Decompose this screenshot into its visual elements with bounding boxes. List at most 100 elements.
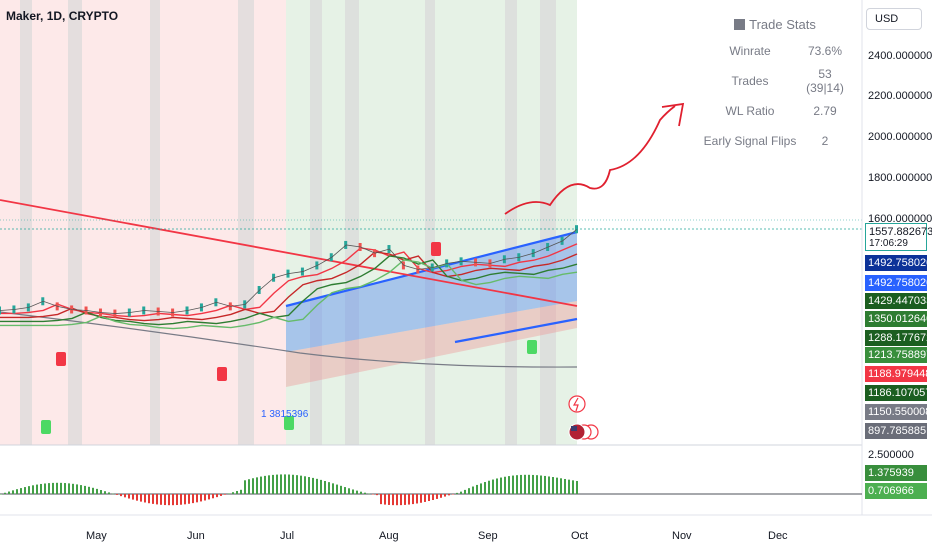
buy-signal-marker — [284, 416, 294, 430]
oscillator-bar — [460, 491, 462, 494]
oscillator-bar — [536, 475, 538, 494]
oscillator-bar — [100, 490, 102, 494]
oscillator-bar — [384, 494, 386, 505]
oscillator-bar — [480, 483, 482, 494]
sell-signal-marker — [56, 352, 66, 366]
oscillator-bar — [440, 494, 442, 498]
oscillator-bar — [564, 478, 566, 494]
oscillator-bar — [16, 489, 18, 494]
price-tag: 1492.758020 — [865, 255, 932, 271]
oscillator-bar — [200, 494, 202, 502]
oscillator-bar — [492, 479, 494, 494]
sell-signal-marker — [431, 242, 441, 256]
trade-stats-table: Trade Stats Winrate 73.6% Trades 53 (39|14… — [700, 12, 850, 156]
oscillator-bar — [12, 490, 14, 494]
price-tag: 1288.177672 — [865, 330, 932, 346]
oscillator-bar — [372, 494, 374, 495]
oscillator-bar — [328, 482, 330, 494]
oscillator-bar — [0, 494, 2, 495]
oscillator-bar — [368, 493, 370, 495]
oscillator-bar — [540, 475, 542, 494]
x-tick-label: Oct — [571, 530, 589, 542]
oscillator-bar — [280, 474, 282, 494]
oscillator-bar — [20, 488, 22, 494]
oscillator-bar — [340, 485, 342, 494]
oscillator-bar — [64, 483, 66, 494]
oscillator-bar — [24, 487, 26, 494]
oscillator-bar — [444, 494, 446, 497]
oscillator-bar — [56, 482, 58, 494]
currency-selector[interactable]: USD — [866, 8, 922, 30]
stats-value: 2 — [821, 134, 829, 148]
lightning-event-icon — [568, 395, 586, 413]
buy-signal-marker — [41, 420, 51, 434]
oscillator-bar — [520, 474, 522, 494]
oscillator-bar — [380, 494, 382, 505]
oscillator-bar — [560, 478, 562, 494]
oscillator-bar — [508, 476, 510, 494]
oscillator-tag: 0.706966 — [865, 483, 927, 499]
oscillator-bar — [568, 479, 570, 494]
forecast-arrow — [504, 105, 676, 215]
oscillator-bar — [376, 494, 378, 496]
stats-row: Trades 53 (39|14) — [700, 66, 850, 96]
oscillator-bar — [108, 492, 110, 494]
oscillator-bar — [152, 494, 154, 504]
x-tick-label: Dec — [768, 530, 788, 542]
oscillator-bar — [356, 490, 358, 494]
oscillator-bar — [208, 494, 210, 500]
oscillator-tag: 1.375939 — [865, 465, 927, 481]
oscillator-bar — [532, 474, 534, 494]
oscillator-bar — [216, 494, 218, 498]
oscillator-bar — [256, 477, 258, 494]
neutral-regime-band — [345, 0, 359, 445]
y-tick-label: 2200.000000 — [868, 90, 932, 103]
oscillator-bar — [352, 489, 354, 494]
oscillator-bar — [344, 487, 346, 494]
neutral-regime-band — [310, 0, 322, 445]
oscillator-bar — [316, 478, 318, 494]
price-tag: 1188.979448 — [865, 366, 931, 382]
stats-key: Trades — [731, 74, 769, 88]
oscillator-bar — [8, 491, 10, 494]
oscillator-bar — [136, 494, 138, 501]
oscillator-bar — [284, 474, 286, 494]
oscillator-bar — [120, 494, 122, 497]
oscillator-bar — [288, 474, 290, 494]
neutral-regime-band — [238, 0, 254, 445]
oscillator-bar — [236, 490, 238, 494]
oscillator-bar — [556, 477, 558, 494]
oscillator-bar — [504, 476, 506, 494]
x-tick-label: Aug — [379, 530, 399, 542]
oscillator-bar — [72, 483, 74, 494]
neutral-regime-band — [68, 0, 82, 445]
oscillator-bar — [228, 493, 230, 494]
price-tag: 1213.758897 — [865, 347, 932, 363]
oscillator-bar — [452, 494, 454, 495]
oscillator-bar — [572, 480, 574, 494]
oscillator-bar — [144, 494, 146, 503]
symbol-title: Maker, 1D, CRYPTO — [6, 9, 119, 23]
oscillator-bar — [544, 475, 546, 494]
stats-value: 53 (39|14) — [806, 67, 844, 95]
ma-ribbon — [0, 243, 578, 330]
oscillator-bar — [412, 494, 414, 505]
oscillator-bar — [104, 491, 106, 494]
x-tick-label: Sep — [478, 530, 498, 542]
long-ma-curve — [0, 311, 578, 368]
stats-row: WL Ratio 2.79 — [700, 96, 850, 126]
oscillator-bar — [436, 494, 438, 499]
ma-ribbon-line — [0, 255, 578, 326]
ma-ribbon-line — [0, 243, 578, 318]
chart-icon — [734, 18, 746, 30]
lightning-bolt-icon — [572, 397, 579, 412]
oscillator-bar — [196, 494, 198, 503]
y-tick-label: 1600.000000 — [868, 213, 932, 226]
oscillator-bar — [456, 492, 458, 494]
signal-markers — [41, 242, 537, 434]
oscillator-bar — [276, 474, 278, 494]
oscillator-tag: 2.500000 — [868, 449, 914, 461]
oscillator-bar — [476, 484, 478, 494]
oscillator-bar — [304, 476, 306, 494]
